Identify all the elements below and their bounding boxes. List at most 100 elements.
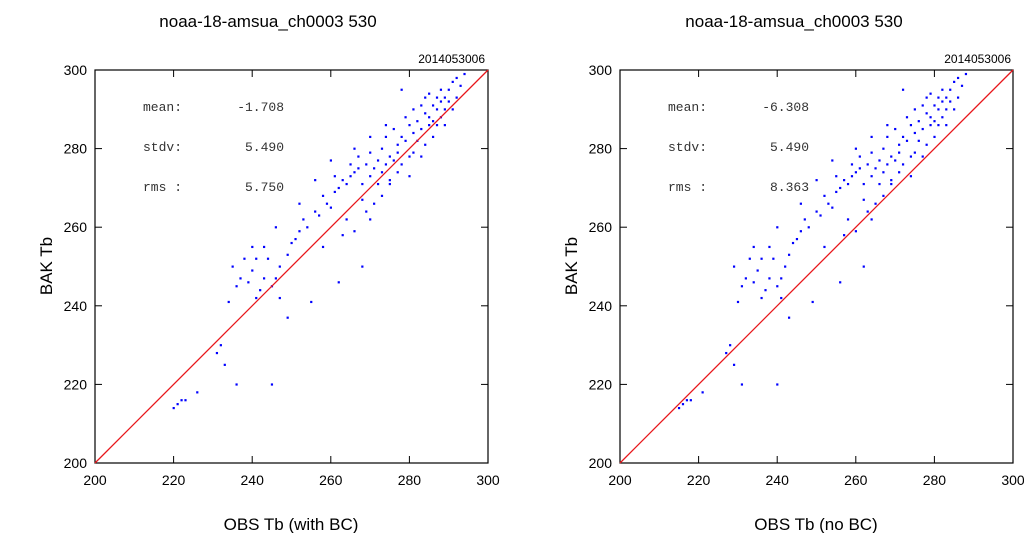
scatter-point <box>874 167 877 170</box>
scatter-point <box>451 80 454 83</box>
scatter-point <box>878 159 881 162</box>
scatter-point <box>909 175 913 178</box>
scatter-point <box>400 163 403 166</box>
scatter-point <box>941 116 944 119</box>
scatter-point <box>681 403 685 406</box>
stat-rms-label-left: rms : <box>143 180 182 195</box>
y-tick-label: 240 <box>64 298 88 314</box>
chart-panel-left: noaa-18-amsua_ch0003 530 2014053006 200 2… <box>37 12 500 533</box>
scatter-point <box>815 179 818 182</box>
scatter-point <box>455 76 458 80</box>
scatter-point <box>172 406 175 410</box>
scatter-point <box>361 198 364 201</box>
scatter-point <box>945 96 948 99</box>
scatter-point <box>925 112 928 115</box>
scatter-point <box>725 351 728 355</box>
scatter-point <box>901 135 905 139</box>
scatter-point <box>929 92 932 95</box>
scatter-point <box>321 194 325 197</box>
scatter-point <box>937 124 940 127</box>
scatter-point <box>443 124 446 127</box>
x-tick-label: 220 <box>162 472 186 488</box>
scatter-point <box>862 198 865 201</box>
scatter-point <box>866 163 869 166</box>
scatter-point <box>266 257 270 260</box>
scatter-point <box>392 127 395 131</box>
scatter-point <box>298 202 301 205</box>
scatter-point <box>337 186 340 190</box>
scatter-point <box>776 383 779 386</box>
scatter-point <box>396 171 399 174</box>
scatter-point <box>353 147 356 150</box>
scatter-point <box>685 399 689 402</box>
chart-title-right: noaa-18-amsua_ch0003 530 <box>685 12 902 31</box>
scatter-point <box>729 344 732 347</box>
scatter-point <box>365 210 368 213</box>
scatter-point <box>369 151 372 154</box>
scatter-point <box>862 265 865 268</box>
scatter-point <box>768 245 771 249</box>
scatter-point <box>870 218 873 221</box>
scatter-point <box>384 163 388 166</box>
scatter-point <box>392 159 395 162</box>
scatter-point <box>752 281 755 284</box>
scatter-point <box>898 143 901 146</box>
y-tick-label: 280 <box>589 141 613 157</box>
y-axis-label-left: BAK Tb <box>37 237 56 295</box>
scatter-point <box>408 124 411 127</box>
scatter-point <box>424 96 427 99</box>
scatter-point <box>937 108 940 111</box>
scatter-point <box>736 300 740 304</box>
y-tick-label: 200 <box>64 455 88 471</box>
scatter-point <box>909 155 913 158</box>
scatter-point <box>862 182 865 186</box>
scatter-point <box>964 72 968 76</box>
scatter-point <box>870 151 873 154</box>
scatter-point <box>325 202 329 205</box>
scatter-point <box>870 175 873 178</box>
scatter-point <box>376 182 380 186</box>
scatter-point <box>274 226 277 229</box>
scatter-point <box>909 124 913 127</box>
stat-stdv-value-right: 5.490 <box>770 140 809 155</box>
scatter-point <box>854 171 857 174</box>
scatter-point <box>329 206 332 209</box>
scatter-point <box>843 179 846 182</box>
scatter-point <box>823 194 826 197</box>
scatter-point <box>376 159 380 162</box>
scatter-point <box>760 296 763 300</box>
scatter-point <box>799 202 802 205</box>
date-label-left: 2014053006 <box>418 52 485 66</box>
scatter-point <box>431 104 435 107</box>
scatter-point <box>435 124 439 127</box>
scatter-point <box>345 218 348 221</box>
stat-rms-value-right: 8.363 <box>770 180 809 195</box>
scatter-point <box>428 92 431 95</box>
scatter-point <box>341 179 344 182</box>
y-tick-label: 220 <box>589 376 613 392</box>
scatter-point <box>255 257 258 260</box>
scatter-point <box>898 171 901 174</box>
scatter-point <box>874 202 877 205</box>
scatter-point <box>388 155 391 158</box>
scatter-point <box>937 96 940 99</box>
stat-stdv-label-right: stdv: <box>668 140 707 155</box>
scatter-point <box>772 257 775 260</box>
scatter-point <box>400 135 403 139</box>
scatter-point <box>384 124 388 127</box>
scatter-point <box>459 84 462 87</box>
scatter-point <box>815 210 818 213</box>
scatter-point <box>380 194 384 197</box>
scatter-point <box>831 159 834 162</box>
scatter-point <box>905 116 909 119</box>
scatter-point <box>412 131 415 135</box>
scatter-point <box>404 139 407 142</box>
scatter-point <box>431 135 435 139</box>
scatter-point <box>408 175 411 178</box>
scatter-point <box>329 159 332 162</box>
scatter-point <box>941 88 944 91</box>
scatter-point <box>431 120 435 123</box>
scatter-point <box>882 194 885 197</box>
scatter-point <box>784 265 787 268</box>
scatter-point <box>917 120 920 123</box>
